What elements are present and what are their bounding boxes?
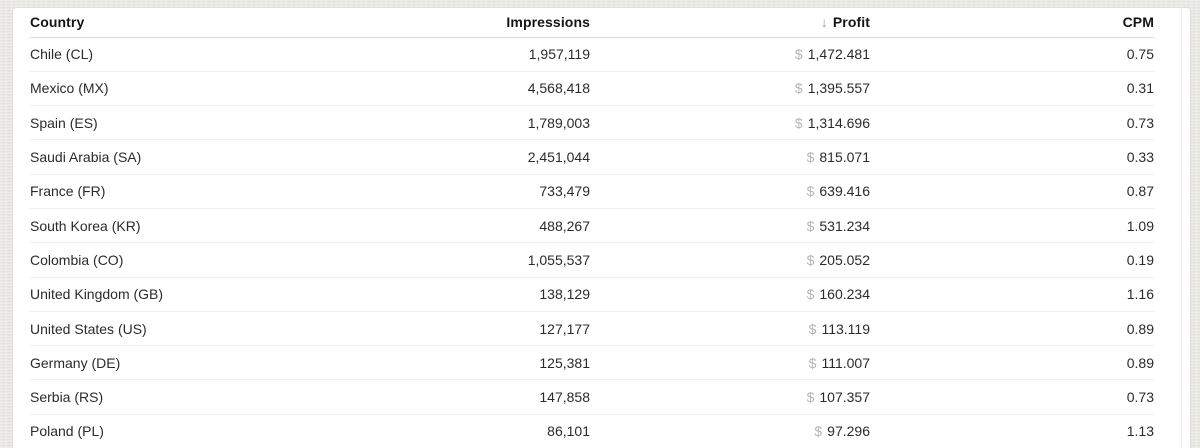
impressions-cell: 2,451,044 [330, 139, 590, 175]
profit-cell: $107.357 [590, 379, 870, 415]
profit-cell: $815.071 [590, 139, 870, 175]
table-row[interactable]: Germany (DE) 125,381 $111.007 0.89 [30, 345, 1154, 381]
country-cell: Germany (DE) [30, 345, 330, 381]
country-cell: United States (US) [30, 311, 330, 347]
cpm-cell: 0.19 [870, 242, 1154, 278]
impressions-cell: 86,101 [330, 414, 590, 448]
profit-cell: $111.007 [590, 345, 870, 381]
cpm-cell: 0.73 [870, 379, 1154, 415]
profit-cell: $1,314.696 [590, 105, 870, 141]
cpm-cell: 1.13 [870, 414, 1154, 448]
column-header-profit-label: Profit [832, 14, 870, 31]
currency-symbol: $ [806, 183, 815, 200]
currency-symbol: $ [794, 80, 803, 97]
impressions-cell: 127,177 [330, 311, 590, 347]
table-header-row: Country Impressions ↓ Profit CPM [30, 8, 1154, 38]
profit-value: 1,395.557 [807, 80, 870, 97]
profit-value: 111.007 [821, 354, 870, 371]
currency-symbol: $ [806, 389, 815, 406]
profit-cell: $639.416 [590, 174, 870, 209]
impressions-cell: 733,479 [330, 174, 590, 209]
country-cell: France (FR) [30, 174, 330, 209]
column-header-cpm[interactable]: CPM [870, 8, 1154, 38]
column-header-country[interactable]: Country [30, 8, 330, 38]
table-row[interactable]: Spain (ES) 1,789,003 $1,314.696 0.73 [30, 105, 1154, 141]
table-row[interactable]: Colombia (CO) 1,055,537 $205.052 0.19 [30, 242, 1154, 278]
currency-symbol: $ [808, 320, 817, 337]
table-row[interactable]: United States (US) 127,177 $113.119 0.89 [30, 311, 1154, 347]
column-header-profit[interactable]: ↓ Profit [590, 8, 870, 38]
impressions-cell: 4,568,418 [330, 71, 590, 107]
profit-cell: $1,472.481 [590, 37, 870, 72]
cpm-cell: 0.89 [870, 311, 1154, 347]
sort-descending-icon: ↓ [820, 14, 828, 31]
profit-value: 639.416 [819, 183, 870, 200]
table-row[interactable]: South Korea (KR) 488,267 $531.234 1.09 [30, 208, 1154, 244]
country-cell: Colombia (CO) [30, 242, 330, 278]
profit-cell: $1,395.557 [590, 71, 870, 107]
profit-value: 815.071 [819, 149, 870, 166]
profit-value: 160.234 [819, 286, 870, 303]
currency-symbol: $ [806, 149, 815, 166]
country-cell: United Kingdom (GB) [30, 277, 330, 312]
profit-value: 531.234 [819, 217, 870, 234]
impressions-cell: 488,267 [330, 208, 590, 244]
profit-cell: $160.234 [590, 277, 870, 312]
country-cell: Saudi Arabia (SA) [30, 139, 330, 175]
table-row[interactable]: United Kingdom (GB) 138,129 $160.234 1.1… [30, 277, 1154, 312]
table-row[interactable]: Mexico (MX) 4,568,418 $1,395.557 0.31 [30, 71, 1154, 107]
cpm-cell: 1.09 [870, 208, 1154, 244]
cpm-cell: 1.16 [870, 277, 1154, 312]
cpm-cell: 0.31 [870, 71, 1154, 107]
country-cell: Mexico (MX) [30, 71, 330, 107]
currency-symbol: $ [806, 217, 815, 234]
profit-cell: $97.296 [590, 414, 870, 448]
profit-cell: $205.052 [590, 242, 870, 278]
column-header-impressions[interactable]: Impressions [330, 8, 590, 38]
profit-cell: $531.234 [590, 208, 870, 244]
impressions-cell: 147,858 [330, 379, 590, 415]
table-body: Chile (CL) 1,957,119 $1,472.481 0.75 Mex… [30, 37, 1154, 448]
cpm-cell: 0.87 [870, 174, 1154, 209]
country-cell: South Korea (KR) [30, 208, 330, 244]
currency-symbol: $ [806, 286, 815, 303]
impressions-cell: 125,381 [330, 345, 590, 381]
country-cell: Chile (CL) [30, 37, 330, 72]
impressions-cell: 1,055,537 [330, 242, 590, 278]
table-row[interactable]: Serbia (RS) 147,858 $107.357 0.73 [30, 379, 1154, 415]
impressions-cell: 1,957,119 [330, 37, 590, 72]
cpm-cell: 0.89 [870, 345, 1154, 381]
profit-value: 205.052 [819, 251, 870, 268]
profit-value: 107.357 [819, 389, 870, 406]
table-row[interactable]: Saudi Arabia (SA) 2,451,044 $815.071 0.3… [30, 139, 1154, 175]
table-row[interactable]: Poland (PL) 86,101 $97.296 1.13 [30, 414, 1154, 448]
profit-value: 97.296 [827, 423, 870, 440]
profit-value: 1,472.481 [807, 46, 870, 63]
currency-symbol: $ [794, 114, 803, 131]
table-row[interactable]: France (FR) 733,479 $639.416 0.87 [30, 174, 1154, 209]
currency-symbol: $ [814, 423, 823, 440]
currency-symbol: $ [806, 251, 815, 268]
table-wrapper: Country Impressions ↓ Profit CPM Chile (C… [13, 8, 1190, 448]
profit-value: 1,314.696 [807, 114, 870, 131]
country-cell: Serbia (RS) [30, 379, 330, 415]
country-metrics-table: Country Impressions ↓ Profit CPM Chile (C… [30, 8, 1154, 448]
profit-cell: $113.119 [590, 311, 870, 347]
cpm-cell: 0.75 [870, 37, 1154, 72]
impressions-cell: 1,789,003 [330, 105, 590, 141]
profit-value: 113.119 [821, 320, 870, 337]
country-cell: Spain (ES) [30, 105, 330, 141]
table-row[interactable]: Chile (CL) 1,957,119 $1,472.481 0.75 [30, 37, 1154, 72]
impressions-cell: 138,129 [330, 277, 590, 312]
currency-symbol: $ [794, 46, 803, 63]
scrollbar-track[interactable] [1181, 8, 1182, 448]
currency-symbol: $ [808, 354, 817, 371]
data-table-card: Country Impressions ↓ Profit CPM Chile (C… [13, 8, 1190, 448]
cpm-cell: 0.33 [870, 139, 1154, 175]
cpm-cell: 0.73 [870, 105, 1154, 141]
country-cell: Poland (PL) [30, 414, 330, 448]
